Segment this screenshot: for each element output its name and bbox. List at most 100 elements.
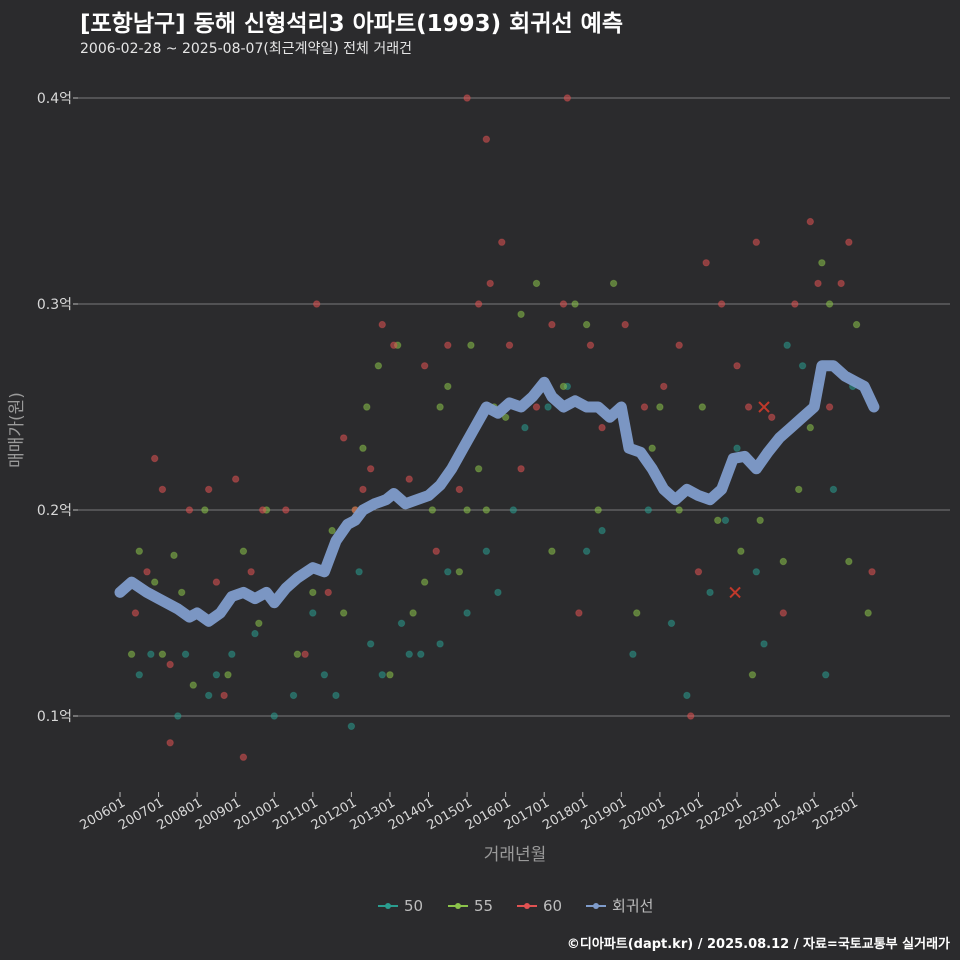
data-point-50 bbox=[752, 568, 761, 576]
y-tick-label: 0.4억 bbox=[37, 91, 72, 107]
data-point-55 bbox=[852, 320, 861, 329]
legend-label: 50 bbox=[404, 897, 423, 915]
data-point-50 bbox=[494, 588, 502, 597]
y-tick-label: 0.3억 bbox=[37, 297, 72, 313]
data-point-60 bbox=[420, 362, 429, 370]
data-point-60 bbox=[660, 382, 668, 391]
data-point-55 bbox=[825, 300, 834, 308]
data-point-55 bbox=[420, 578, 429, 586]
data-point-50 bbox=[147, 650, 155, 658]
data-point-55 bbox=[548, 547, 556, 555]
data-point-55 bbox=[756, 516, 764, 524]
data-point-55 bbox=[864, 609, 872, 617]
y-tick-labels: 0.1억 0.2억 0.3억 0.4억 bbox=[37, 91, 78, 725]
data-point-60 bbox=[744, 403, 753, 411]
data-point-60 bbox=[166, 660, 174, 669]
data-point-60 bbox=[733, 362, 741, 370]
data-point-60 bbox=[339, 434, 348, 442]
data-point-55 bbox=[795, 485, 803, 494]
data-point-60 bbox=[204, 485, 213, 494]
legend-dot bbox=[455, 903, 461, 909]
data-point-60 bbox=[474, 300, 483, 308]
data-point-60 bbox=[185, 506, 194, 514]
data-point-55 bbox=[309, 588, 317, 597]
data-point-55 bbox=[363, 403, 371, 411]
data-point-50 bbox=[444, 568, 452, 576]
data-point-50 bbox=[798, 362, 807, 370]
data-point-55 bbox=[559, 382, 568, 391]
data-point-55 bbox=[806, 423, 814, 432]
data-point-60 bbox=[768, 413, 776, 421]
data-point-55 bbox=[482, 506, 491, 514]
data-point-55 bbox=[532, 279, 541, 288]
data-point-50 bbox=[544, 403, 552, 411]
data-point-50 bbox=[378, 671, 386, 679]
chart-subtitle: 2006-02-28 ~ 2025-08-07(최근계약일) 전체 거래건 bbox=[80, 41, 412, 57]
legend-item-60: 60 bbox=[517, 897, 562, 915]
y-tick-label: 0.1억 bbox=[37, 709, 72, 725]
y-axis-label: 매매가(원) bbox=[7, 392, 27, 468]
data-point-50 bbox=[347, 722, 356, 730]
data-point-55 bbox=[178, 588, 186, 597]
data-point-55 bbox=[436, 403, 444, 411]
data-point-50 bbox=[355, 568, 363, 576]
legend-label: 60 bbox=[543, 897, 562, 915]
data-point-60 bbox=[131, 609, 140, 617]
data-point-50 bbox=[760, 640, 768, 648]
regression-line bbox=[114, 360, 880, 627]
highlighted-point-marker bbox=[729, 586, 741, 599]
legend-label: 55 bbox=[474, 897, 493, 915]
data-point-55 bbox=[779, 557, 788, 566]
data-point-50 bbox=[582, 547, 591, 555]
data-point-55 bbox=[255, 619, 263, 627]
data-point-60 bbox=[301, 650, 309, 658]
data-point-60 bbox=[498, 238, 506, 246]
data-point-60 bbox=[837, 279, 845, 288]
data-point-55 bbox=[455, 568, 464, 576]
data-point-55 bbox=[224, 671, 232, 679]
legend-item-회귀선: 회귀선 bbox=[586, 897, 653, 915]
x-tick-labels: 2006012007012008012009012010012011012012… bbox=[78, 792, 861, 833]
data-point-55 bbox=[594, 506, 602, 514]
data-point-55 bbox=[339, 609, 348, 617]
data-point-50 bbox=[721, 516, 730, 524]
data-point-50 bbox=[320, 671, 329, 679]
legend-item-55: 55 bbox=[448, 897, 493, 915]
legend: 50 55 60 회귀선 bbox=[378, 897, 653, 915]
data-point-55 bbox=[698, 403, 707, 411]
x-axis-label: 거래년월 bbox=[484, 845, 547, 865]
data-point-50 bbox=[251, 629, 259, 638]
data-point-55 bbox=[748, 671, 757, 679]
data-point-55 bbox=[517, 310, 525, 318]
data-point-60 bbox=[563, 94, 572, 102]
data-point-55 bbox=[714, 516, 722, 524]
data-point-55 bbox=[158, 650, 167, 658]
data-point-60 bbox=[482, 135, 491, 143]
data-point-50 bbox=[397, 619, 406, 627]
data-point-50 bbox=[405, 650, 413, 658]
data-point-50 bbox=[667, 619, 676, 627]
data-point-50 bbox=[706, 588, 714, 597]
legend-item-50: 50 bbox=[378, 897, 423, 915]
data-point-60 bbox=[575, 609, 583, 617]
data-point-55 bbox=[633, 609, 641, 617]
data-point-55 bbox=[293, 650, 302, 658]
highlighted-point-marker bbox=[758, 401, 770, 413]
data-point-55 bbox=[818, 259, 826, 267]
data-point-55 bbox=[127, 650, 136, 658]
data-point-60 bbox=[151, 454, 159, 463]
data-point-60 bbox=[366, 465, 375, 473]
highlighted-points bbox=[729, 401, 770, 599]
data-point-55 bbox=[737, 547, 745, 555]
data-point-60 bbox=[444, 341, 452, 349]
data-point-60 bbox=[212, 578, 221, 586]
data-point-60 bbox=[559, 300, 568, 308]
data-point-50 bbox=[270, 712, 278, 720]
data-point-60 bbox=[455, 485, 464, 494]
data-point-50 bbox=[309, 609, 317, 617]
data-point-60 bbox=[220, 691, 228, 700]
data-point-55 bbox=[409, 609, 417, 617]
data-point-50 bbox=[289, 691, 298, 700]
data-point-60 bbox=[791, 300, 799, 308]
data-point-55 bbox=[609, 279, 618, 288]
